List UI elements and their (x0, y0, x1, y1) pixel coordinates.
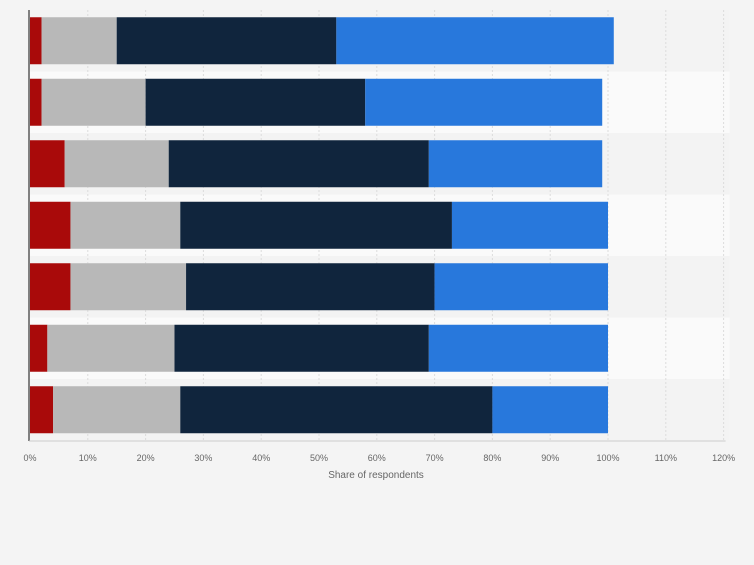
bar-segment-series-4 (336, 17, 614, 65)
bar-segment-series-1 (30, 140, 65, 188)
bar-segment-series-3 (145, 78, 366, 126)
axes (28, 10, 726, 442)
bar-segment-series-2 (41, 17, 117, 65)
x-tick-label: 80% (483, 453, 501, 463)
bar-segment-series-1 (30, 201, 71, 249)
x-tick-label: 100% (596, 453, 619, 463)
x-tick-label: 70% (426, 453, 444, 463)
x-tick-label: 90% (541, 453, 559, 463)
bar-segment-series-3 (174, 324, 429, 372)
x-axis-title: Share of respondents (328, 470, 424, 481)
bar-segment-series-4 (428, 324, 608, 372)
bar-segment-series-1 (30, 324, 48, 372)
bar-segment-series-3 (116, 17, 337, 65)
x-tick-label: 10% (79, 453, 97, 463)
bar-segment-series-4 (428, 140, 603, 188)
bar-segment-series-4 (451, 201, 608, 249)
bar-segment-series-3 (186, 263, 435, 311)
x-tick-label: 120% (712, 453, 735, 463)
bar-segment-series-2 (47, 324, 175, 372)
bar-segment-series-3 (180, 201, 452, 249)
bar-segment-series-2 (70, 263, 187, 311)
bars (30, 17, 614, 434)
x-tick-label: 50% (310, 453, 328, 463)
bar-segment-series-1 (30, 78, 42, 126)
bar-segment-series-2 (64, 140, 169, 188)
bar-segment-series-4 (365, 78, 603, 126)
x-tick-label: 110% (655, 453, 677, 463)
x-tick-label: 0% (23, 453, 36, 463)
x-tick-label: 60% (368, 453, 386, 463)
tick-labels: 0% 10% 20% 30% 40% 50% 60% 70% 80% 90% 100% 110% 120… (23, 453, 735, 463)
bar-segment-series-2 (70, 201, 181, 249)
bar-segment-series-1 (30, 386, 54, 434)
bar-segment-series-2 (53, 386, 181, 434)
bar-segment-series-4 (434, 263, 608, 311)
x-tick-label: 40% (252, 453, 270, 463)
bar-segment-series-4 (492, 386, 608, 434)
x-tick-label: 30% (194, 453, 212, 463)
x-tick-label: 20% (137, 453, 155, 463)
bar-segment-series-3 (180, 386, 493, 434)
bar-segment-series-3 (168, 140, 429, 188)
bar-segment-series-2 (41, 78, 146, 126)
bar-segment-series-1 (30, 17, 42, 65)
bar-segment-series-1 (30, 263, 71, 311)
